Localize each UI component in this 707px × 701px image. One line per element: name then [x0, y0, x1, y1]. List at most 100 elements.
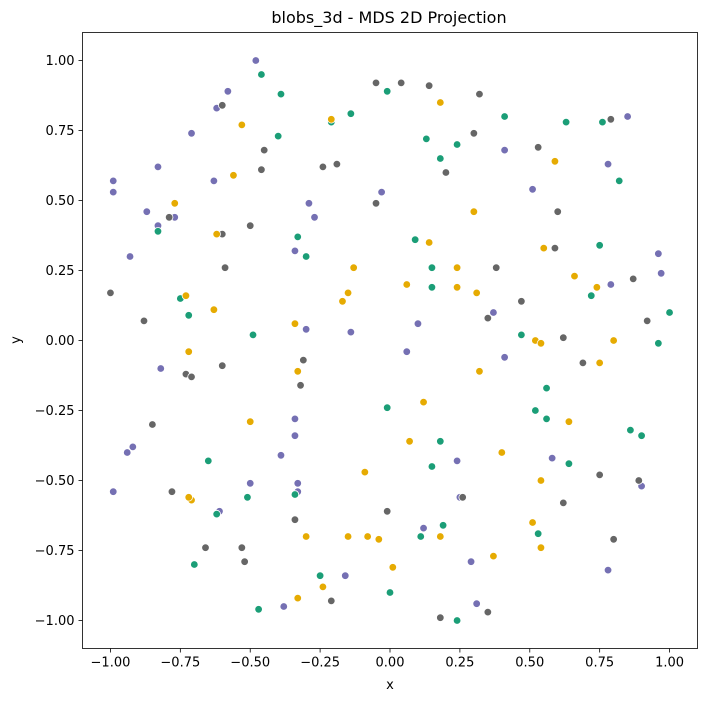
scatter-point — [436, 98, 445, 107]
scatter-point — [374, 535, 384, 544]
scatter-point — [483, 607, 493, 617]
scatter-point — [564, 417, 574, 426]
scatter-point — [654, 249, 663, 258]
scatter-point — [279, 602, 288, 611]
scatter-point — [109, 187, 118, 197]
y-tick-label: −0.50 — [35, 474, 75, 489]
scatter-point — [603, 565, 613, 575]
scatter-point — [472, 288, 481, 298]
scatter-point — [427, 462, 437, 471]
x-tick-label: 0.00 — [376, 656, 405, 671]
scatter-point — [570, 271, 579, 281]
scatter-point — [475, 367, 484, 376]
scatter-point — [533, 143, 543, 152]
scatter-point — [257, 165, 266, 174]
x-tick-label: 0.75 — [585, 656, 614, 671]
y-tick-label: 0.25 — [46, 264, 75, 279]
scatter-point — [492, 263, 501, 272]
scatter-point — [301, 252, 311, 261]
scatter-point — [452, 140, 462, 149]
scatter-point — [212, 229, 221, 239]
scatter-point — [276, 451, 286, 460]
scatter-point — [327, 596, 336, 606]
scatter-point — [517, 330, 526, 340]
scatter-point — [237, 120, 247, 130]
scatter-point — [422, 134, 431, 144]
scatter-point — [254, 605, 263, 614]
scatter-point — [623, 112, 632, 121]
scatter-point — [187, 129, 196, 138]
scatter-point — [438, 521, 448, 530]
scatter-point — [290, 319, 300, 328]
scatter-point — [413, 319, 423, 328]
scatter-point — [164, 213, 174, 222]
scatter-point — [528, 518, 537, 527]
y-tick-label: 1.00 — [46, 54, 75, 69]
scatter-point — [609, 535, 618, 544]
scatter-point — [204, 456, 213, 466]
scatter-point — [436, 154, 445, 163]
scatter-point — [209, 305, 219, 314]
scatter-point — [346, 109, 356, 118]
scatter-point — [528, 185, 537, 194]
x-tick-label: −0.25 — [300, 656, 340, 671]
scatter-point — [290, 414, 300, 424]
scatter-point — [427, 263, 437, 272]
scatter-point — [642, 316, 652, 326]
scatter-point — [346, 327, 356, 337]
scatter-point — [248, 330, 258, 340]
scatter-point — [606, 115, 616, 124]
scatter-point — [377, 187, 386, 197]
scatter-point — [500, 353, 509, 362]
scatter-point — [472, 599, 481, 608]
scatter-point — [246, 479, 255, 488]
scatter-point — [656, 269, 666, 278]
scatter-point — [296, 381, 305, 390]
scatter-point — [153, 162, 163, 172]
scatter-point — [293, 367, 302, 376]
scatter-point — [416, 532, 425, 541]
scatter-point — [290, 431, 300, 440]
scatter-point — [550, 157, 560, 166]
scatter-point — [349, 263, 358, 272]
scatter-point — [637, 431, 646, 440]
y-axis: −1.00 −0.75 −0.50 −0.25 0.00 0.25 0.50 0.75 1.00 — [35, 54, 83, 629]
scatter-point — [517, 297, 526, 306]
scatter-point — [553, 207, 562, 216]
scatter-point — [363, 532, 372, 541]
scatter-point — [452, 616, 462, 625]
scatter-point — [500, 112, 509, 121]
scatter-point — [276, 89, 286, 99]
scatter-point — [578, 358, 588, 368]
scatter-point — [469, 207, 479, 216]
scatter-point — [209, 176, 219, 186]
y-tick-label: 0.50 — [46, 194, 75, 209]
scatter-point — [654, 339, 663, 348]
scatter-point — [452, 283, 462, 292]
y-tick-label: 0.75 — [46, 124, 75, 139]
chart-title: blobs_3d - MDS 2D Projection — [271, 8, 506, 28]
scatter-point — [536, 476, 546, 485]
scatter-point — [383, 87, 392, 96]
scatter-point — [290, 246, 300, 256]
x-tick-label: 0.50 — [515, 656, 544, 671]
scatter-point — [299, 355, 308, 365]
scatter-point — [243, 493, 252, 502]
y-tick-label: −0.75 — [35, 544, 75, 559]
x-tick-label: −0.75 — [160, 656, 200, 671]
scatter-point — [559, 333, 568, 342]
scatter-point — [436, 613, 445, 622]
scatter-point — [106, 288, 115, 298]
scatter-point — [237, 543, 247, 552]
scatter-point — [489, 551, 498, 561]
scatter-point — [497, 448, 507, 457]
scatter-point — [595, 470, 604, 480]
scatter-point — [587, 291, 596, 300]
scatter-point — [561, 117, 571, 127]
scatter-point — [125, 252, 135, 261]
scatter-point — [550, 243, 560, 253]
scatter-point — [436, 437, 445, 446]
scatter-point — [436, 532, 445, 541]
scatter-point — [592, 283, 602, 292]
